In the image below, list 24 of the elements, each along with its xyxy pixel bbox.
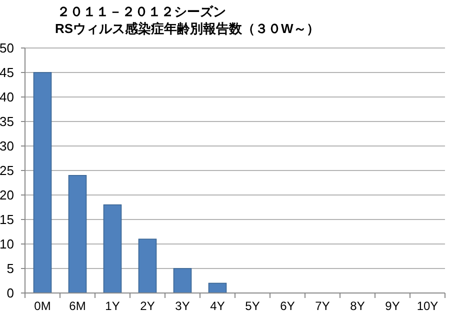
y-tick-label: 20 [0,188,14,202]
y-tick-label: 0 [6,286,14,300]
x-tick-label: 9Y [385,299,400,313]
x-tick-label: 3Y [175,299,190,313]
x-tick-label: 8Y [350,299,365,313]
y-tick-label: 35 [0,114,14,129]
y-tick-label: 40 [0,90,14,104]
x-tick-label: 4Y [210,299,225,313]
x-tick-label: 6Y [280,299,295,313]
y-tick-label: 45 [0,65,14,80]
y-tick-label: 30 [0,138,14,154]
chart-title: ２０１１－２０１２シーズン RSウィルス感染症年齢別報告数（３０W～） [55,4,320,36]
x-tick-label: 0M [34,299,51,313]
x-tick-label: 6M [69,299,86,313]
x-tick-label: 5Y [245,299,260,313]
y-tick-label: 5 [6,261,14,276]
x-tick-label: 7Y [315,299,330,313]
x-tick-label: 2Y [140,299,155,313]
y-tick-label: 10 [0,236,14,252]
y-tick-label: 50 [0,40,14,56]
y-tick-label: 25 [0,163,14,178]
y-tick-label: 15 [0,212,14,227]
x-tick-label: 1Y [105,299,120,313]
x-tick-label: 10Y [416,299,438,313]
